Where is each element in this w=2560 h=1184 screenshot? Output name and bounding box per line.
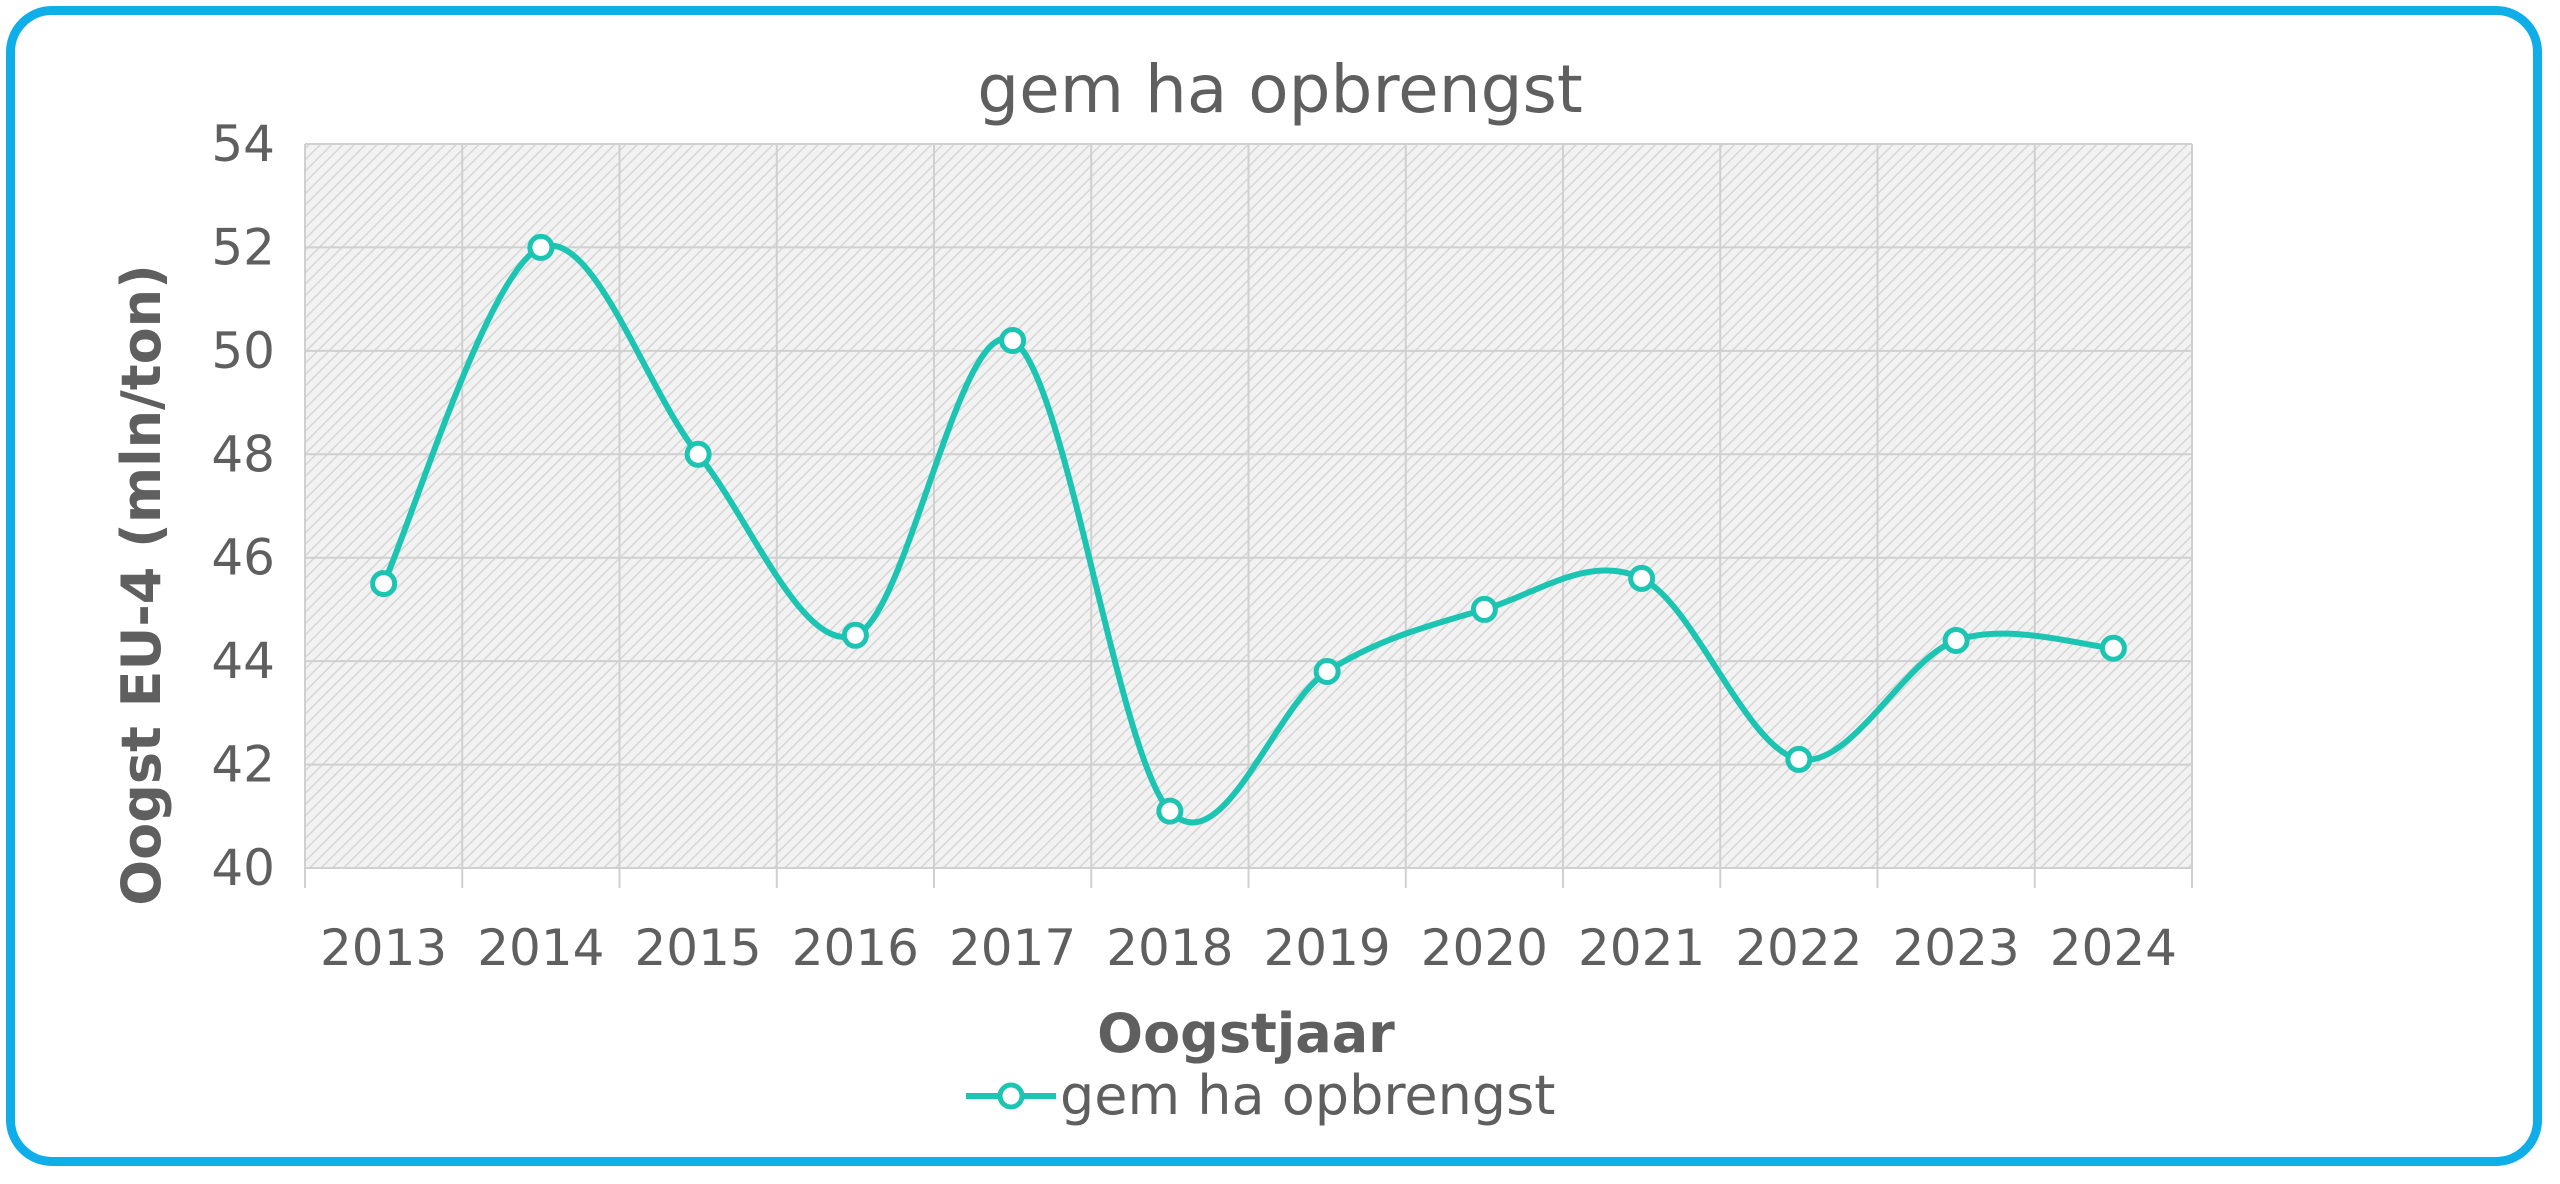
y-tick-label: 46 [211,529,275,587]
x-axis-ticks: 2013 2014 2015 2016 2017 2018 2019 2020 2021 2022… [320,919,2177,977]
x-tick-label: 2017 [949,919,1076,977]
x-tick-label: 2014 [477,919,604,977]
data-point-2024 [2099,634,2127,662]
data-point-2016 [841,621,869,649]
y-tick-label: 52 [211,218,275,276]
chart-title: gem ha opbrengst [977,51,1582,128]
x-tick-label: 2023 [1893,919,2020,977]
legend-entry-label: gem ha opbrengst [1060,1064,1555,1127]
legend: gem ha opbrengst [966,1064,1555,1127]
x-tick-label: 2016 [792,919,919,977]
data-point-2023 [1942,626,1970,654]
data-point-2018 [1156,797,1184,825]
legend-marker-swatch [997,1082,1025,1110]
x-tick-label: 2019 [1264,919,1391,977]
y-axis-ticks: 40 42 44 46 48 50 52 54 [211,115,275,897]
y-tick-label: 42 [211,736,275,794]
series-points [370,233,2127,825]
x-tick-label: 2018 [1106,919,1233,977]
x-tick-label: 2020 [1421,919,1548,977]
x-tick-label: 2015 [635,919,762,977]
data-point-2017 [999,327,1027,355]
data-point-2021 [1628,564,1656,592]
series-line-gem-ha-opbrengst [380,242,2114,826]
y-tick-label: 50 [211,322,275,380]
x-tick-label: 2024 [2050,919,2177,977]
data-point-2014 [527,233,555,261]
gridlines [304,143,2193,888]
data-point-2015 [684,440,712,468]
data-point-2019 [1313,657,1341,685]
data-point-2013 [370,570,398,598]
data-point-2020 [1470,595,1498,623]
data-point-2022 [1785,745,1813,773]
y-tick-label: 40 [211,839,275,897]
y-tick-label: 44 [211,632,275,690]
y-tick-label: 54 [211,115,275,173]
x-axis-title: Oogstjaar [1097,1002,1395,1065]
y-tick-label: 48 [211,425,275,483]
x-tick-label: 2013 [320,919,447,977]
x-tick-label: 2022 [1735,919,1862,977]
y-axis-title: Oogst EU-4 (mln/ton) [110,264,173,906]
x-tick-label: 2021 [1578,919,1705,977]
